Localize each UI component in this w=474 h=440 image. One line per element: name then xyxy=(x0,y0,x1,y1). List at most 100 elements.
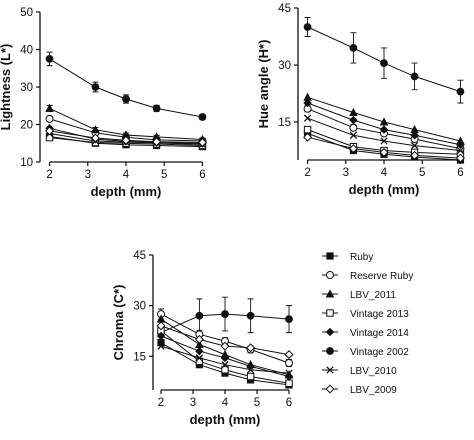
data-point xyxy=(197,137,207,148)
y-tick-label: 15 xyxy=(278,117,291,129)
legend-label: LBV_2009 xyxy=(350,385,397,396)
data-point xyxy=(326,252,334,260)
legend-marker xyxy=(322,384,338,394)
legend: Ruby Reserve Ruby LBV_2011 Vintage 2013 … xyxy=(322,252,413,396)
data-point xyxy=(122,95,130,103)
data-point xyxy=(348,144,358,154)
x-tick-label: 2 xyxy=(46,169,52,181)
legend-label: LBV_2011 xyxy=(350,290,396,301)
legend-label: Vintage 2014 xyxy=(350,328,409,339)
data-point xyxy=(303,114,312,122)
x-tick-label: 4 xyxy=(381,167,388,179)
data-point xyxy=(45,114,54,123)
y-axis-label: Hue angle (H*) xyxy=(256,40,271,129)
legend-marker xyxy=(322,347,338,355)
data-point xyxy=(456,146,465,155)
legend-item: Reserve Ruby xyxy=(322,271,413,282)
series-lbv-2010 xyxy=(157,342,293,377)
x-tick-label: 2 xyxy=(158,397,164,409)
x-tick-label: 3 xyxy=(343,167,349,179)
data-point xyxy=(195,354,204,362)
data-point xyxy=(45,126,55,136)
data-point xyxy=(194,334,204,344)
legend-item: Ruby xyxy=(322,252,373,263)
y-tick-label: 15 xyxy=(133,351,146,363)
data-point xyxy=(221,361,229,369)
data-point xyxy=(456,87,465,96)
data-point xyxy=(379,125,389,134)
data-point xyxy=(326,309,334,317)
series-vintage-2013 xyxy=(157,327,293,387)
lightness-chart: 10 20 30 40 50 2 3 4 5 6 depth (mm) Lightness (L*) xyxy=(0,7,207,199)
data-point xyxy=(246,372,255,381)
series-lbv-2009 xyxy=(45,126,207,148)
x-axis-label: depth (mm) xyxy=(91,184,162,199)
legend-marker xyxy=(322,309,338,317)
legend-item: Vintage 2014 xyxy=(322,327,409,339)
data-point xyxy=(303,98,312,108)
x-tick-label: 5 xyxy=(161,169,167,181)
data-point xyxy=(45,54,54,63)
legend-label: Vintage 2013 xyxy=(350,309,409,320)
data-point xyxy=(285,315,293,324)
data-point xyxy=(246,311,255,320)
data-point xyxy=(326,271,334,279)
data-point xyxy=(157,342,165,350)
legend-marker xyxy=(322,271,338,279)
data-point xyxy=(284,350,294,360)
data-point xyxy=(90,133,100,143)
legend-marker xyxy=(322,366,338,374)
x-tick-label: 6 xyxy=(457,167,463,179)
series-vintage-2002 xyxy=(303,17,465,104)
data-point xyxy=(195,346,204,356)
data-point xyxy=(325,384,335,394)
data-point xyxy=(285,369,293,377)
x-tick-label: 3 xyxy=(190,397,196,409)
data-point xyxy=(157,339,165,347)
data-point xyxy=(410,72,419,81)
data-point xyxy=(221,310,229,318)
legend-item: LBV_2009 xyxy=(322,384,397,396)
data-point xyxy=(410,141,419,150)
y-tick-label: 30 xyxy=(133,301,146,313)
data-point xyxy=(156,331,166,341)
x-tick-label: 5 xyxy=(254,397,260,409)
legend-label: Reserve Ruby xyxy=(350,271,413,282)
data-point xyxy=(326,366,334,374)
data-point xyxy=(45,103,54,112)
data-point xyxy=(349,123,358,132)
data-point xyxy=(198,113,207,121)
data-point xyxy=(455,153,465,163)
series-vintage-2002 xyxy=(157,296,293,340)
data-point xyxy=(285,359,293,367)
data-point xyxy=(285,379,293,387)
data-point xyxy=(156,321,166,331)
legend-marker xyxy=(322,327,338,337)
y-tick-label: 40 xyxy=(20,45,33,57)
data-point xyxy=(195,357,204,366)
data-point xyxy=(410,131,419,140)
legend-label: Vintage 2002 xyxy=(350,347,409,358)
legend-marker xyxy=(322,252,338,260)
data-point xyxy=(91,83,100,91)
y-tick-label: 10 xyxy=(20,157,33,169)
data-point xyxy=(380,59,388,67)
data-point xyxy=(121,135,131,145)
x-tick-label: 4 xyxy=(222,397,229,409)
legend-label: Ruby xyxy=(350,252,373,263)
x-tick-label: 5 xyxy=(419,167,425,179)
y-tick-label: 50 xyxy=(20,7,33,19)
x-tick-label: 4 xyxy=(123,169,130,181)
data-point xyxy=(349,107,358,116)
data-point xyxy=(303,125,312,134)
y-tick-label: 30 xyxy=(278,60,291,72)
data-point xyxy=(220,341,230,351)
data-point xyxy=(246,366,255,374)
x-axis-label: depth (mm) xyxy=(349,182,420,197)
series-lbv-2009 xyxy=(303,132,465,163)
y-axis-label: Chroma (C*) xyxy=(111,285,126,361)
data-point xyxy=(220,353,230,363)
y-tick-label: 30 xyxy=(20,82,33,94)
legend-item: Vintage 2013 xyxy=(322,309,409,320)
